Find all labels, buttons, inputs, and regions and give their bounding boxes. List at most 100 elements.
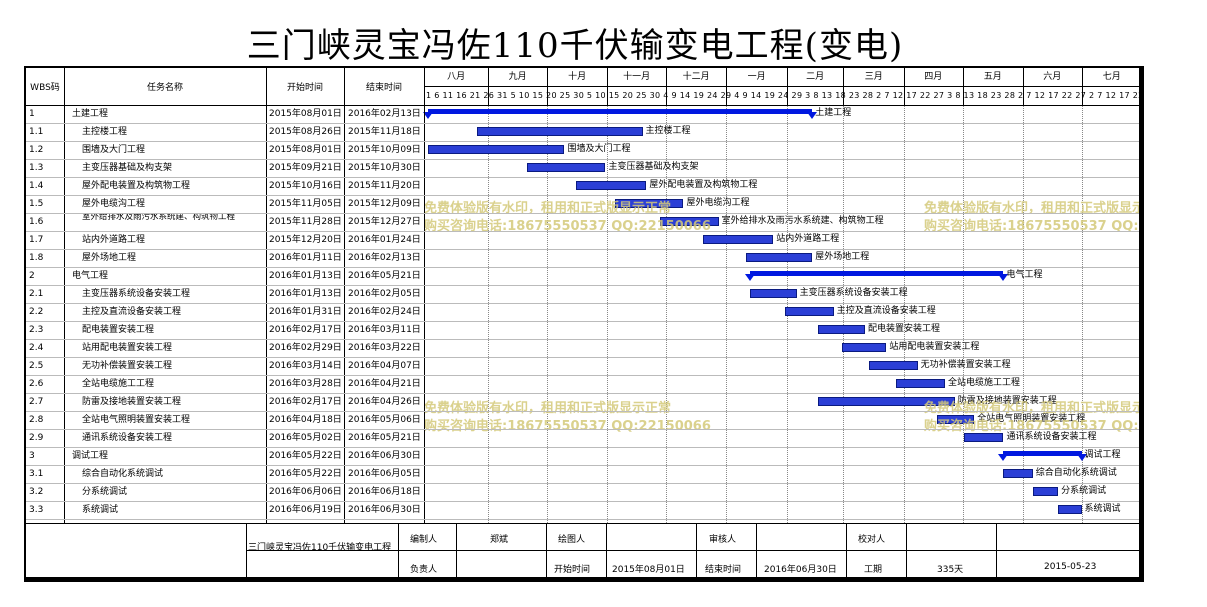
column-divider xyxy=(266,68,267,523)
table-row[interactable]: 3 调试工程 2016年05月22日 2016年06月30日 xyxy=(26,447,424,465)
table-row[interactable]: 1.6 室外给排水及雨污水系统建、构筑物工程 2015年11月28日 2015年12月… xyxy=(26,213,424,231)
watermark: 免费体验版有水印，租用和正式版显示正常 购买咨询电话:18675550537 Q… xyxy=(924,200,1139,236)
row-divider xyxy=(26,321,1139,322)
table-row[interactable]: 2.2 主控及直流设备安装工程 2016年01月31日 2016年02月24日 xyxy=(26,303,424,321)
table-row[interactable]: 1.3 主变压器基础及构支架 2015年09月21日 2015年10月30日 xyxy=(26,159,424,177)
gantt-frame: WBS码 任务名称 开始时间 结束时间 八月 九月 十月 十一月 十二月 一月 二月 三月 四月… xyxy=(24,66,1144,582)
header-divider xyxy=(424,86,1139,87)
task-bar[interactable] xyxy=(476,127,643,136)
wbs-code: 2.9 xyxy=(29,433,44,443)
table-row[interactable]: 3.2 分系统调试 2016年06月06日 2016年06月18日 xyxy=(26,483,424,501)
start-date: 2016年01月11日 xyxy=(269,253,342,263)
task-bar[interactable] xyxy=(818,325,865,334)
table-row[interactable]: 1.8 屋外场地工程 2016年01月11日 2016年02月13日 xyxy=(26,249,424,267)
footer-reviewer-label: 审核人 xyxy=(709,535,737,545)
task-bar[interactable] xyxy=(937,415,975,424)
task-bar[interactable] xyxy=(749,289,797,298)
task-bar[interactable] xyxy=(660,217,719,226)
timeline-month: 七月 xyxy=(1102,72,1121,82)
task-bar[interactable] xyxy=(745,253,813,262)
table-row[interactable]: 2.1 主变压器系统设备安装工程 2016年01月13日 2016年02月05日 xyxy=(26,285,424,303)
table-row[interactable]: 1.7 站内外道路工程 2015年12月20日 2016年01月24日 xyxy=(26,231,424,249)
table-row[interactable]: 2.4 站用配电装置安装工程 2016年02月29日 2016年03月22日 xyxy=(26,339,424,357)
month-gridline xyxy=(1081,105,1083,523)
month-gridline xyxy=(726,105,728,523)
timeline-ticks: 1 6 11 16 21 26 31 5 10 15 20 25 30 5 10… xyxy=(426,91,1144,100)
month-gridline xyxy=(1022,105,1024,523)
timeline-month: 五月 xyxy=(983,72,1002,82)
footer-owner-label: 负责人 xyxy=(410,565,438,575)
col-header-start[interactable]: 开始时间 xyxy=(286,83,323,93)
month-gridline xyxy=(546,105,548,523)
table-row[interactable]: 2.3 配电装置安装工程 2016年02月17日 2016年03月11日 xyxy=(26,321,424,339)
row-divider xyxy=(26,177,1139,178)
row-divider xyxy=(26,123,1139,124)
task-bar[interactable] xyxy=(576,181,647,190)
task-bar-label: 分系统调试 xyxy=(1061,486,1107,496)
task-name: 综合自动化系统调试 xyxy=(82,469,164,479)
task-name: 防雷及接地装置安装工程 xyxy=(82,397,182,407)
task-bar[interactable] xyxy=(427,145,565,154)
start-date: 2016年05月22日 xyxy=(269,451,342,461)
table-row[interactable]: 1.4 屋外配电装置及构筑物工程 2015年10月16日 2015年11月20日 xyxy=(26,177,424,195)
table-row[interactable]: 2.9 通讯系统设备安装工程 2016年05月02日 2016年05月21日 xyxy=(26,429,424,447)
start-date: 2016年01月13日 xyxy=(269,289,342,299)
task-bar[interactable] xyxy=(964,433,1004,442)
task-bar[interactable] xyxy=(784,307,834,316)
task-bar[interactable] xyxy=(1032,487,1059,496)
table-row[interactable]: 2.5 无功补偿装置安装工程 2016年03月14日 2016年04月07日 xyxy=(26,357,424,375)
table-row[interactable]: 1.5 屋外电缆沟工程 2015年11月05日 2015年12月09日 xyxy=(26,195,424,213)
table-row[interactable]: 3.3 系统调试 2016年06月19日 2016年06月30日 xyxy=(26,501,424,519)
end-date: 2015年12月27日 xyxy=(348,217,421,227)
start-date: 2016年05月02日 xyxy=(269,433,342,443)
wbs-code: 2.6 xyxy=(29,379,44,389)
column-divider xyxy=(344,68,345,523)
task-bar[interactable] xyxy=(841,343,887,352)
wbs-code: 1.4 xyxy=(29,181,44,191)
summary-bar[interactable] xyxy=(749,271,1004,276)
table-row[interactable]: 1.1 主控楼工程 2015年08月26日 2015年11月18日 xyxy=(26,123,424,141)
timeline-month: 九月 xyxy=(508,72,527,82)
task-bar[interactable] xyxy=(896,379,945,388)
col-header-wbs[interactable]: WBS码 xyxy=(30,83,60,93)
start-date: 2015年12月20日 xyxy=(269,235,342,245)
row-divider xyxy=(26,303,1139,304)
end-date: 2016年06月05日 xyxy=(348,469,421,479)
wbs-code: 3.1 xyxy=(29,469,44,479)
task-bar[interactable] xyxy=(818,397,955,406)
summary-bar[interactable] xyxy=(1003,451,1082,456)
task-bar[interactable] xyxy=(527,163,606,172)
end-date: 2016年01月24日 xyxy=(348,235,421,245)
task-bar-label: 屋外配电装置及构筑物工程 xyxy=(649,180,758,190)
timeline-month: 二月 xyxy=(806,72,825,82)
task-name: 调试工程 xyxy=(72,451,109,461)
table-row[interactable]: 3.1 综合自动化系统调试 2016年05月22日 2016年06月05日 xyxy=(26,465,424,483)
table-row[interactable]: 2.6 全站电缆施工工程 2016年03月28日 2016年04月21日 xyxy=(26,375,424,393)
table-row[interactable]: 1.2 围墙及大门工程 2015年08月01日 2015年10月09日 xyxy=(26,141,424,159)
summary-bar[interactable] xyxy=(427,109,813,114)
summary-bar-end-marker xyxy=(998,274,1009,281)
task-bar-label: 主控楼工程 xyxy=(645,126,691,136)
table-row[interactable]: 2.7 防雷及接地装置安装工程 2016年02月17日 2016年04月26日 xyxy=(26,393,424,411)
wbs-code: 3 xyxy=(29,451,35,461)
table-row[interactable]: 2.8 全站电气照明装置安装工程 2016年04月18日 2016年05月06日 xyxy=(26,411,424,429)
table-row[interactable]: 1 土建工程 2015年08月01日 2016年02月13日 xyxy=(26,105,424,123)
task-bar[interactable] xyxy=(868,361,918,370)
task-name: 室外给排水及雨污水系统建、构筑物工程 xyxy=(82,213,236,222)
task-bar[interactable] xyxy=(1058,505,1082,514)
table-row[interactable]: 2 电气工程 2016年01月13日 2016年05月21日 xyxy=(26,267,424,285)
task-bar[interactable] xyxy=(615,199,684,208)
task-bar[interactable] xyxy=(1003,469,1033,478)
page-title: 三门峡灵宝冯佐110千伏输变电工程(变电) xyxy=(246,26,904,66)
footer-date: 2015-05-23 xyxy=(1044,562,1097,572)
wbs-code: 3.3 xyxy=(29,505,44,515)
column-divider xyxy=(64,68,65,523)
task-bar[interactable] xyxy=(703,235,774,244)
col-header-end[interactable]: 结束时间 xyxy=(365,83,402,93)
end-date: 2016年05月21日 xyxy=(348,271,421,281)
col-header-task[interactable]: 任务名称 xyxy=(146,83,183,93)
footer-project-name: 三门峡灵宝冯佐110千伏输变电工程 xyxy=(248,543,392,553)
start-date: 2015年11月28日 xyxy=(269,217,342,227)
wbs-code: 1.3 xyxy=(29,163,44,173)
end-date: 2016年04月26日 xyxy=(348,397,421,407)
